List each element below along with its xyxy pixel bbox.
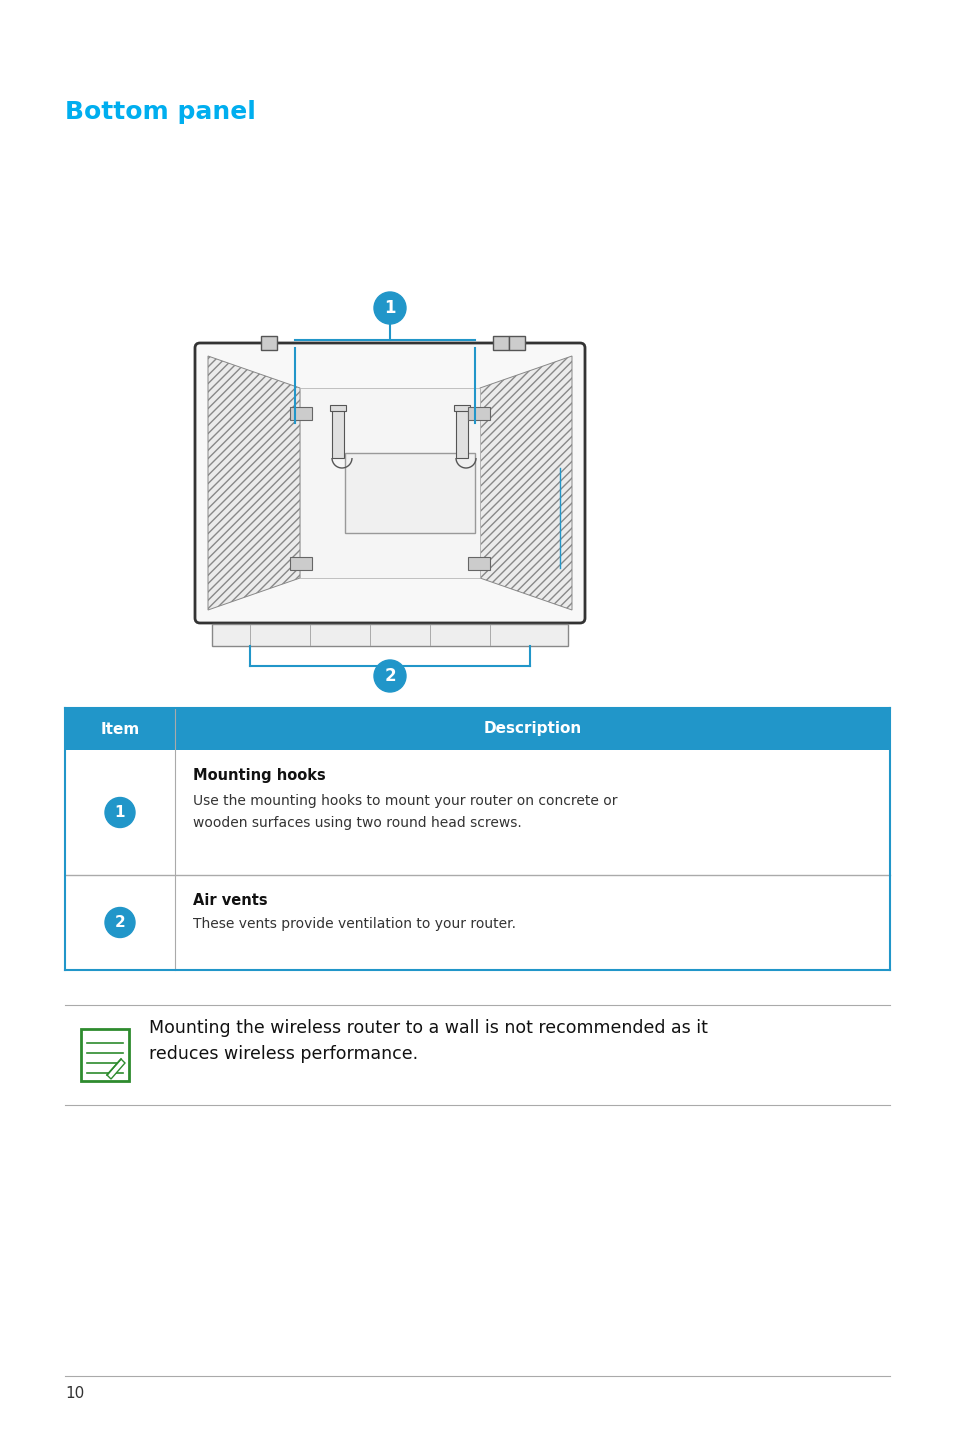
- Text: Mounting the wireless router to a wall is not recommended as it: Mounting the wireless router to a wall i…: [149, 1020, 707, 1037]
- Bar: [493, 336, 509, 349]
- Text: 2: 2: [384, 667, 395, 684]
- Text: These vents provide ventilation to your router.: These vents provide ventilation to your …: [193, 917, 516, 930]
- Bar: [299, 388, 479, 578]
- Bar: [330, 406, 346, 411]
- Bar: [468, 557, 490, 569]
- Circle shape: [374, 292, 406, 324]
- Polygon shape: [479, 357, 572, 610]
- Bar: [290, 557, 312, 569]
- Polygon shape: [107, 1058, 125, 1078]
- Text: 2: 2: [114, 915, 125, 930]
- Bar: [261, 336, 276, 349]
- Bar: [65, 751, 889, 874]
- Bar: [332, 408, 344, 457]
- Text: Mounting hooks: Mounting hooks: [193, 768, 325, 784]
- Text: Air vents: Air vents: [193, 893, 268, 907]
- Text: Use the mounting hooks to mount your router on concrete or: Use the mounting hooks to mount your rou…: [193, 794, 617, 808]
- Text: 10: 10: [65, 1386, 84, 1402]
- Text: Description: Description: [483, 722, 581, 736]
- Text: 1: 1: [384, 299, 395, 316]
- Bar: [345, 453, 475, 533]
- Bar: [509, 336, 524, 349]
- Bar: [456, 408, 468, 457]
- Text: Bottom panel: Bottom panel: [65, 101, 255, 124]
- Text: Item: Item: [100, 722, 139, 736]
- Polygon shape: [208, 357, 299, 610]
- Circle shape: [105, 907, 135, 938]
- Circle shape: [374, 660, 406, 692]
- Bar: [65, 707, 889, 751]
- Circle shape: [105, 798, 135, 827]
- FancyBboxPatch shape: [194, 344, 584, 623]
- Text: reduces wireless performance.: reduces wireless performance.: [149, 1045, 417, 1063]
- Bar: [468, 407, 490, 420]
- Bar: [290, 407, 312, 420]
- Bar: [454, 406, 470, 411]
- Text: wooden surfaces using two round head screws.: wooden surfaces using two round head scr…: [193, 815, 521, 830]
- Bar: [65, 874, 889, 971]
- Text: 1: 1: [114, 805, 125, 820]
- Bar: [81, 1030, 129, 1081]
- Bar: [212, 624, 567, 646]
